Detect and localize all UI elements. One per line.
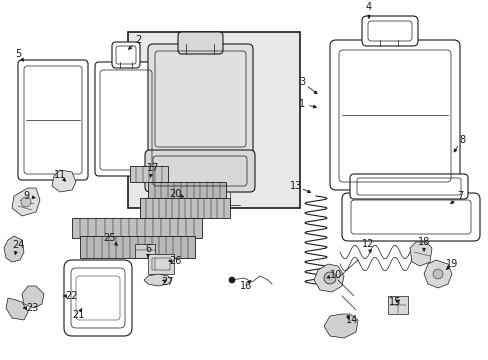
Text: 23: 23 <box>26 303 38 313</box>
Text: 7: 7 <box>456 191 462 201</box>
Bar <box>387 296 407 314</box>
Circle shape <box>324 272 335 284</box>
Polygon shape <box>409 242 431 266</box>
Bar <box>130 166 168 182</box>
FancyBboxPatch shape <box>145 150 254 192</box>
Text: 16: 16 <box>240 281 252 291</box>
Text: 22: 22 <box>65 291 78 301</box>
Bar <box>80 236 195 258</box>
FancyBboxPatch shape <box>18 60 88 180</box>
FancyBboxPatch shape <box>349 174 467 199</box>
FancyBboxPatch shape <box>341 193 479 241</box>
Polygon shape <box>4 236 24 262</box>
Text: 18: 18 <box>417 237 429 247</box>
FancyBboxPatch shape <box>112 42 140 68</box>
Circle shape <box>228 277 235 283</box>
Polygon shape <box>52 170 76 192</box>
Text: 4: 4 <box>365 2 371 12</box>
Text: 3: 3 <box>298 77 305 87</box>
Polygon shape <box>143 274 172 286</box>
FancyBboxPatch shape <box>329 40 459 190</box>
Polygon shape <box>324 314 357 338</box>
Text: 27: 27 <box>162 277 174 287</box>
Text: 24: 24 <box>12 240 24 250</box>
Text: 14: 14 <box>345 315 357 325</box>
Text: 8: 8 <box>458 135 464 145</box>
Bar <box>72 218 202 238</box>
Text: 19: 19 <box>445 259 457 269</box>
Text: 26: 26 <box>168 256 181 266</box>
FancyBboxPatch shape <box>64 260 132 336</box>
Circle shape <box>21 197 31 207</box>
Polygon shape <box>12 188 40 216</box>
Polygon shape <box>423 260 451 288</box>
Circle shape <box>432 269 442 279</box>
Text: 1: 1 <box>298 99 305 109</box>
Text: 21: 21 <box>72 310 84 320</box>
Bar <box>140 198 229 218</box>
FancyBboxPatch shape <box>361 16 417 46</box>
Text: 15: 15 <box>388 297 400 307</box>
Text: 6: 6 <box>144 244 151 254</box>
Bar <box>128 32 299 208</box>
Text: 25: 25 <box>103 233 116 243</box>
Bar <box>148 182 225 200</box>
Text: 13: 13 <box>289 181 302 191</box>
FancyBboxPatch shape <box>178 32 223 54</box>
Polygon shape <box>313 264 343 292</box>
Text: 17: 17 <box>146 163 159 173</box>
FancyBboxPatch shape <box>148 44 252 154</box>
Bar <box>152 258 170 270</box>
Text: 20: 20 <box>168 189 181 199</box>
Polygon shape <box>6 298 28 320</box>
FancyBboxPatch shape <box>95 62 157 176</box>
Text: 12: 12 <box>361 239 373 249</box>
Text: 5: 5 <box>15 49 21 59</box>
Bar <box>148 254 174 274</box>
Text: 10: 10 <box>329 270 342 280</box>
Text: 11: 11 <box>54 170 66 180</box>
Text: 2: 2 <box>135 35 141 45</box>
Polygon shape <box>22 286 44 308</box>
Bar <box>135 244 155 258</box>
Text: 9: 9 <box>23 191 29 201</box>
